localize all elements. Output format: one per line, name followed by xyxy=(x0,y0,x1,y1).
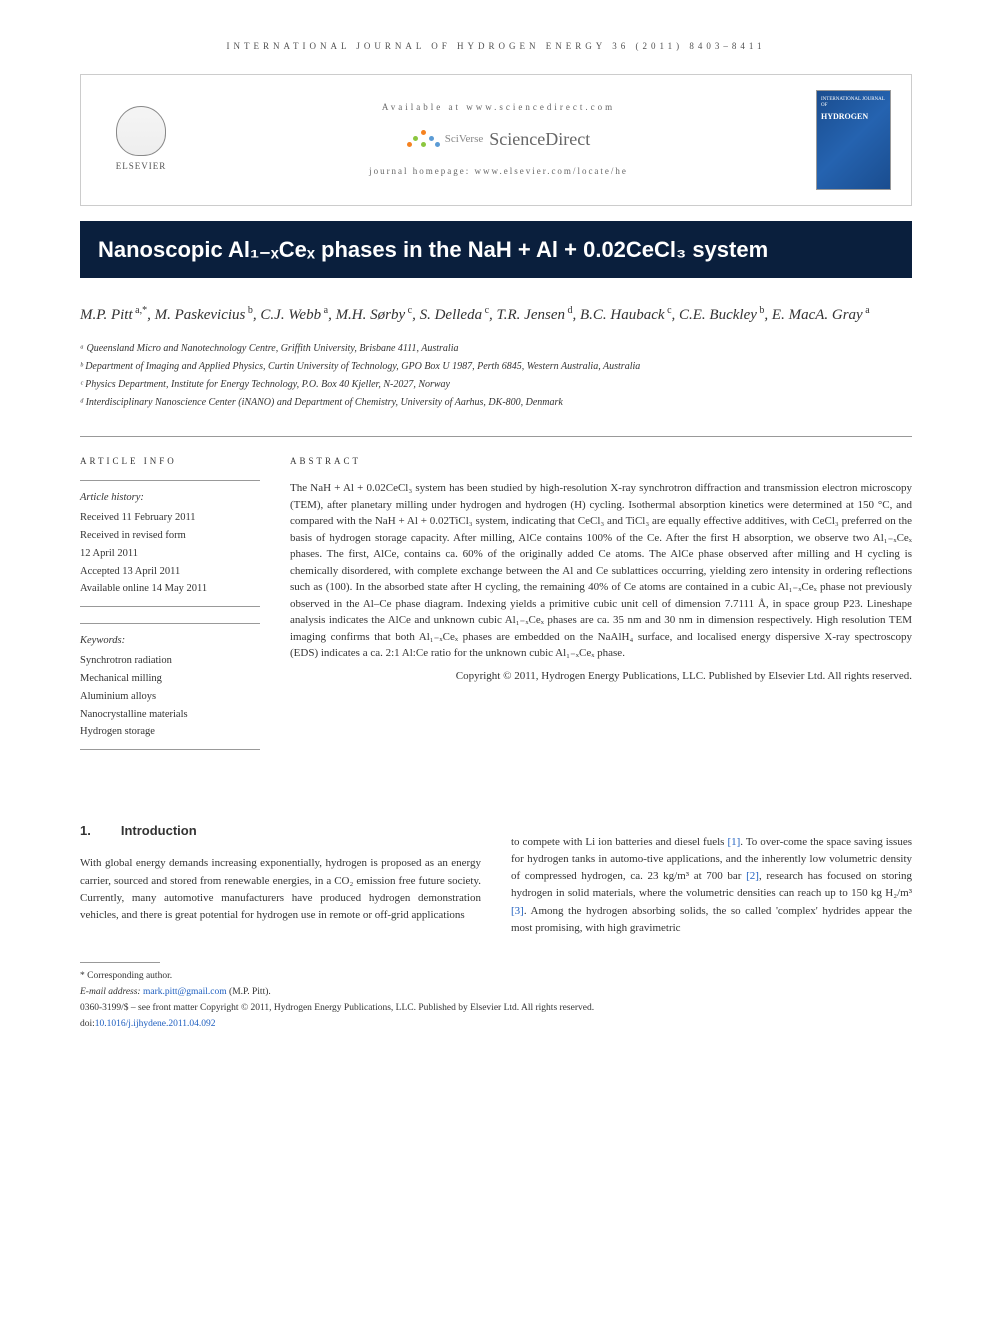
journal-homepage: journal homepage: www.elsevier.com/locat… xyxy=(181,165,816,179)
keywords-label: Keywords: xyxy=(80,632,260,650)
citation-2[interactable]: [2] xyxy=(746,870,759,882)
elsevier-tree-icon xyxy=(116,106,166,156)
history-accepted: Accepted 13 April 2011 xyxy=(80,563,260,581)
issn-line: 0360-3199/$ – see front matter Copyright… xyxy=(80,1001,912,1015)
elsevier-logo[interactable]: ELSEVIER xyxy=(101,100,181,180)
intro-col2-pre: to compete with Li ion batteries and die… xyxy=(511,836,727,848)
affiliation-a: ᵃ Queensland Micro and Nanotechnology Ce… xyxy=(80,341,912,357)
section-1-heading: 1. Introduction xyxy=(80,821,481,841)
email-link[interactable]: mark.pitt@gmail.com xyxy=(143,987,227,997)
abstract: ABSTRACT The NaH + Al + 0.02CeCl₃ system… xyxy=(290,455,912,767)
sciverse-label: SciVerse xyxy=(445,131,484,148)
publisher-banner: ELSEVIER Available at www.sciencedirect.… xyxy=(80,74,912,206)
corresponding-author: * Corresponding author. xyxy=(80,969,912,983)
doi-label: doi: xyxy=(80,1019,95,1029)
footnotes: * Corresponding author. E-mail address: … xyxy=(80,969,912,1032)
section-1-title: Introduction xyxy=(121,823,197,838)
keyword-5: Hydrogen storage xyxy=(80,723,260,741)
intro-col1-text: With global energy demands increasing ex… xyxy=(80,855,481,923)
body-col-right: to compete with Li ion batteries and die… xyxy=(511,796,912,936)
history-revised-2: 12 April 2011 xyxy=(80,545,260,563)
authors: M.P. Pitt a,*, M. Paskevicius b, C.J. We… xyxy=(80,303,912,327)
cover-word: HYDROGEN xyxy=(821,111,868,123)
citation-3[interactable]: [3] xyxy=(511,905,524,917)
history-online: Available online 14 May 2011 xyxy=(80,580,260,598)
affiliation-d: ᵈ Interdisciplinary Nanoscience Center (… xyxy=(80,395,912,411)
journal-cover-thumb[interactable]: INTERNATIONAL JOURNAL OF HYDROGEN xyxy=(816,90,891,190)
article-info-heading: ARTICLE INFO xyxy=(80,455,260,469)
info-abstract-row: ARTICLE INFO Article history: Received 1… xyxy=(80,436,912,767)
article-info: ARTICLE INFO Article history: Received 1… xyxy=(80,455,260,767)
intro-col2-post: . Among the hydrogen absorbing solids, t… xyxy=(511,905,912,934)
doi-link[interactable]: 10.1016/j.ijhydene.2011.04.092 xyxy=(95,1019,216,1029)
abstract-copyright: Copyright © 2011, Hydrogen Energy Public… xyxy=(290,668,912,685)
affiliation-b: ᵇ Department of Imaging and Applied Phys… xyxy=(80,359,912,375)
affiliation-c: ᶜ Physics Department, Institute for Ener… xyxy=(80,377,912,393)
body-col-left: 1. Introduction With global energy demand… xyxy=(80,796,481,936)
doi-line: doi:10.1016/j.ijhydene.2011.04.092 xyxy=(80,1017,912,1031)
history-label: Article history: xyxy=(80,489,260,507)
journal-header: INTERNATIONAL JOURNAL OF HYDROGEN ENERGY… xyxy=(80,40,912,54)
affiliations: ᵃ Queensland Micro and Nanotechnology Ce… xyxy=(80,341,912,411)
elsevier-label: ELSEVIER xyxy=(116,160,167,174)
body-columns: 1. Introduction With global energy demand… xyxy=(80,796,912,936)
history-received: Received 11 February 2011 xyxy=(80,509,260,527)
sciencedirect-logo[interactable]: SciVerse ScienceDirect xyxy=(407,126,590,153)
sciencedirect-label: ScienceDirect xyxy=(489,126,590,153)
abstract-heading: ABSTRACT xyxy=(290,455,912,469)
sciverse-dots-icon xyxy=(407,128,439,152)
citation-1[interactable]: [1] xyxy=(727,836,740,848)
keyword-1: Synchrotron radiation xyxy=(80,652,260,670)
keywords-block: Keywords: Synchrotron radiation Mechanic… xyxy=(80,623,260,750)
article-history-block: Article history: Received 11 February 20… xyxy=(80,480,260,607)
banner-center: Available at www.sciencedirect.com SciVe… xyxy=(181,101,816,179)
history-revised-1: Received in revised form xyxy=(80,527,260,545)
abstract-text: The NaH + Al + 0.02CeCl₃ system has been… xyxy=(290,480,912,662)
email-line: E-mail address: mark.pitt@gmail.com (M.P… xyxy=(80,985,912,999)
keyword-2: Mechanical milling xyxy=(80,670,260,688)
cover-small-title: INTERNATIONAL JOURNAL OF xyxy=(821,97,886,109)
available-at: Available at www.sciencedirect.com xyxy=(181,101,816,115)
keyword-3: Aluminium alloys xyxy=(80,688,260,706)
keyword-4: Nanocrystalline materials xyxy=(80,706,260,724)
article-title: Nanoscopic Al₁₋ₓCeₓ phases in the NaH + … xyxy=(80,221,912,279)
footnote-separator xyxy=(80,962,160,963)
email-label: E-mail address: xyxy=(80,987,143,997)
email-suffix: (M.P. Pitt). xyxy=(227,987,271,997)
section-1-num: 1. xyxy=(80,823,91,838)
